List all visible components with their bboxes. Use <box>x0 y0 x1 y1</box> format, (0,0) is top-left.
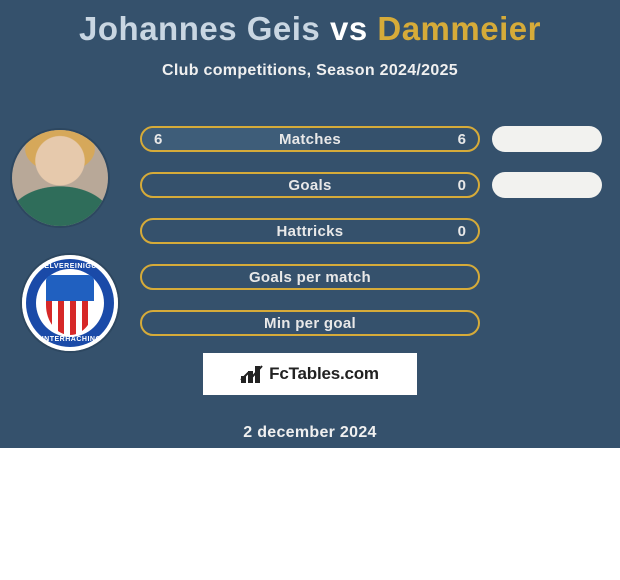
stat-label: Goals per match <box>142 266 478 288</box>
brand-text: FcTables.com <box>269 364 379 384</box>
subtitle: Club competitions, Season 2024/2025 <box>0 62 620 80</box>
stat-label: Matches <box>142 128 478 150</box>
stat-value-right: 0 <box>458 220 466 242</box>
stat-label: Hattricks <box>142 220 478 242</box>
player-avatar <box>10 128 110 228</box>
brand-box[interactable]: FcTables.com <box>202 352 418 396</box>
club-crest: SPIELVEREINIGUNG UNTERHACHING <box>20 253 120 353</box>
stat-value-right: 0 <box>458 174 466 196</box>
crest-icon: SPIELVEREINIGUNG UNTERHACHING <box>22 255 118 351</box>
stat-bar: Matches6 6 <box>140 126 480 152</box>
title-vs: vs <box>330 10 368 47</box>
title-player1: Johannes Geis <box>79 10 320 47</box>
comparison-pill <box>492 126 602 152</box>
date: 2 december 2024 <box>0 424 620 442</box>
player-face-icon <box>12 130 108 226</box>
stat-bar: Goals0 <box>140 172 480 198</box>
stat-value-right: 6 <box>458 128 466 150</box>
stat-label: Min per goal <box>142 312 478 334</box>
stat-bars: Matches66Goals0Hattricks0Goals per match… <box>140 126 480 356</box>
title-player2: Dammeier <box>377 10 541 47</box>
bar-chart-icon <box>241 365 263 383</box>
stats-card: Johannes Geis vs Dammeier Club competiti… <box>0 0 620 448</box>
stat-value-left: 6 <box>154 128 162 150</box>
stat-label: Goals <box>142 174 478 196</box>
comparison-pill <box>492 172 602 198</box>
stat-bar: Min per goal <box>140 310 480 336</box>
title: Johannes Geis vs Dammeier <box>0 0 620 48</box>
crest-bottom-text: UNTERHACHING <box>22 336 118 343</box>
stat-bar: Hattricks0 <box>140 218 480 244</box>
stat-bar: Goals per match <box>140 264 480 290</box>
right-pills <box>492 126 602 356</box>
